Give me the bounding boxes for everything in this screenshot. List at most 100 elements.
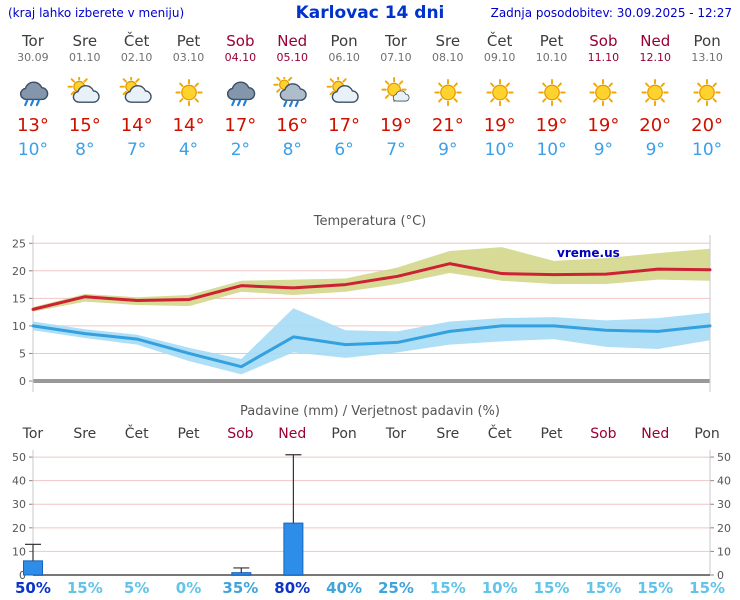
day-column: Sob 04.10 17° 2° xyxy=(214,32,266,160)
day-date: 07.10 xyxy=(380,51,412,64)
tmax-value: 17° xyxy=(328,115,361,136)
precipitation-chart-title: Padavine (mm) / Verjetnost padavin (%) xyxy=(240,404,500,419)
day-name: Pet xyxy=(539,32,564,50)
precip-day-label: Ned xyxy=(641,426,670,442)
tmin-value: 10° xyxy=(484,140,515,160)
day-column: Pon 06.10 17° 6° xyxy=(318,32,370,160)
tmax-value: 19° xyxy=(379,115,412,136)
precipitation-probability: 80% xyxy=(274,579,311,597)
day-column: Čet 02.10 14° 7° xyxy=(111,32,163,160)
precipitation-probability: 10% xyxy=(481,579,518,597)
sunny-icon xyxy=(428,77,468,108)
day-name: Ned xyxy=(277,32,308,50)
precip-day-label: Pon xyxy=(694,426,720,442)
svg-text:30: 30 xyxy=(717,498,731,511)
day-date: 01.10 xyxy=(69,51,101,64)
precipitation-probability: 25% xyxy=(377,579,414,597)
sunny-icon xyxy=(169,77,209,108)
tmax-value: 14° xyxy=(172,115,205,136)
svg-text:50: 50 xyxy=(12,451,26,464)
precipitation-probability-row: 50% 15% 5% 0% 35% 80% 40% 25% 15% 10% 15% 15% 15% 15% xyxy=(7,579,733,597)
svg-text:40: 40 xyxy=(717,475,731,488)
svg-text:0: 0 xyxy=(19,569,26,582)
day-date: 04.10 xyxy=(224,51,257,64)
tmin-value: 8° xyxy=(75,140,95,160)
tmax-value: 16° xyxy=(276,115,309,136)
day-date: 11.10 xyxy=(587,51,620,64)
precipitation-probability: 0% xyxy=(175,579,202,597)
svg-text:20: 20 xyxy=(12,265,26,278)
sunny-icon xyxy=(532,77,572,108)
day-name: Sob xyxy=(226,32,255,50)
svg-text:10: 10 xyxy=(12,545,26,558)
svg-text:10: 10 xyxy=(717,545,731,558)
day-column: Pet 03.10 14° 4° xyxy=(163,32,215,160)
day-name: Sre xyxy=(72,32,98,50)
tmax-value: 20° xyxy=(691,115,724,136)
showers-icon xyxy=(272,73,312,108)
sunny-icon xyxy=(687,77,727,108)
day-column: Ned 05.10 16° 8° xyxy=(266,32,318,160)
day-name: Pon xyxy=(693,32,721,50)
precip-day-label: Sob xyxy=(227,426,254,442)
day-date: 06.10 xyxy=(328,51,360,64)
svg-text:20: 20 xyxy=(717,522,731,535)
day-column: Pon 13.10 20° 10° xyxy=(681,32,733,160)
day-column: Pet 10.10 19° 10° xyxy=(526,32,578,160)
tmin-value: 6° xyxy=(334,140,354,160)
precip-day-label: Sre xyxy=(73,426,97,442)
watermark: vreme.us xyxy=(557,246,620,260)
tmax-value: 19° xyxy=(587,115,620,136)
precip-day-label: Pet xyxy=(540,426,563,442)
tmax-value: 21° xyxy=(431,115,464,136)
day-column: Sre 01.10 15° 8° xyxy=(59,32,111,160)
day-name: Sob xyxy=(589,32,618,50)
partly-cloudy-icon xyxy=(117,75,157,108)
precipitation-probability: 15% xyxy=(429,579,466,597)
page-title: Karlovac 14 dni xyxy=(295,3,445,23)
day-date: 08.10 xyxy=(432,51,464,64)
day-name: Čet xyxy=(123,32,150,50)
day-name: Tor xyxy=(384,32,407,50)
tmax-value: 19° xyxy=(483,115,516,136)
tmax-value: 15° xyxy=(68,115,101,136)
precipitation-probability: 15% xyxy=(689,579,726,597)
precip-day-label: Sre xyxy=(436,426,460,442)
svg-text:15: 15 xyxy=(12,292,26,305)
precipitation-probability: 5% xyxy=(123,579,150,597)
precipitation-day-labels: Tor Sre Čet Pet Sob Ned Pon Tor Sre Čet Pet Sob Ned P… xyxy=(7,426,733,442)
precipitation-probability: 35% xyxy=(222,579,259,597)
day-date: 12.10 xyxy=(639,51,671,64)
tmin-value: 8° xyxy=(282,140,302,160)
tmin-value: 9° xyxy=(645,140,665,160)
day-column: Ned 12.10 20° 9° xyxy=(629,32,681,160)
precipitation-probability: 15% xyxy=(585,579,622,597)
tmax-value: 14° xyxy=(120,115,153,136)
svg-text:40: 40 xyxy=(12,475,26,488)
precip-day-label: Tor xyxy=(22,426,44,442)
day-column: Sob 11.10 19° 9° xyxy=(577,32,629,160)
tmin-value: 10° xyxy=(692,140,723,160)
tmin-value: 7° xyxy=(126,140,147,160)
sunny-icon xyxy=(583,77,623,108)
tmin-value: 9° xyxy=(593,140,614,160)
sunny-icon xyxy=(635,77,675,108)
day-date: 09.10 xyxy=(483,51,516,64)
tmin-value: 7° xyxy=(386,140,406,160)
precipitation-probability: 50% xyxy=(14,579,51,597)
precip-day-label: Čet xyxy=(124,426,149,442)
svg-text:5: 5 xyxy=(19,347,26,360)
temperature-chart-title: Temperatura (°C) xyxy=(313,214,427,229)
day-name: Ned xyxy=(640,32,671,50)
precipitation-bar xyxy=(231,572,252,576)
tmin-value: 10° xyxy=(536,140,567,160)
tmin-value: 4° xyxy=(178,140,199,160)
day-date: 30.09 xyxy=(17,51,49,64)
precipitation-probability: 15% xyxy=(637,579,674,597)
svg-text:30: 30 xyxy=(12,498,26,511)
precipitation-probability: 15% xyxy=(66,579,103,597)
day-name: Pet xyxy=(176,32,201,50)
day-date: 03.10 xyxy=(172,51,205,64)
svg-text:0: 0 xyxy=(717,569,724,582)
